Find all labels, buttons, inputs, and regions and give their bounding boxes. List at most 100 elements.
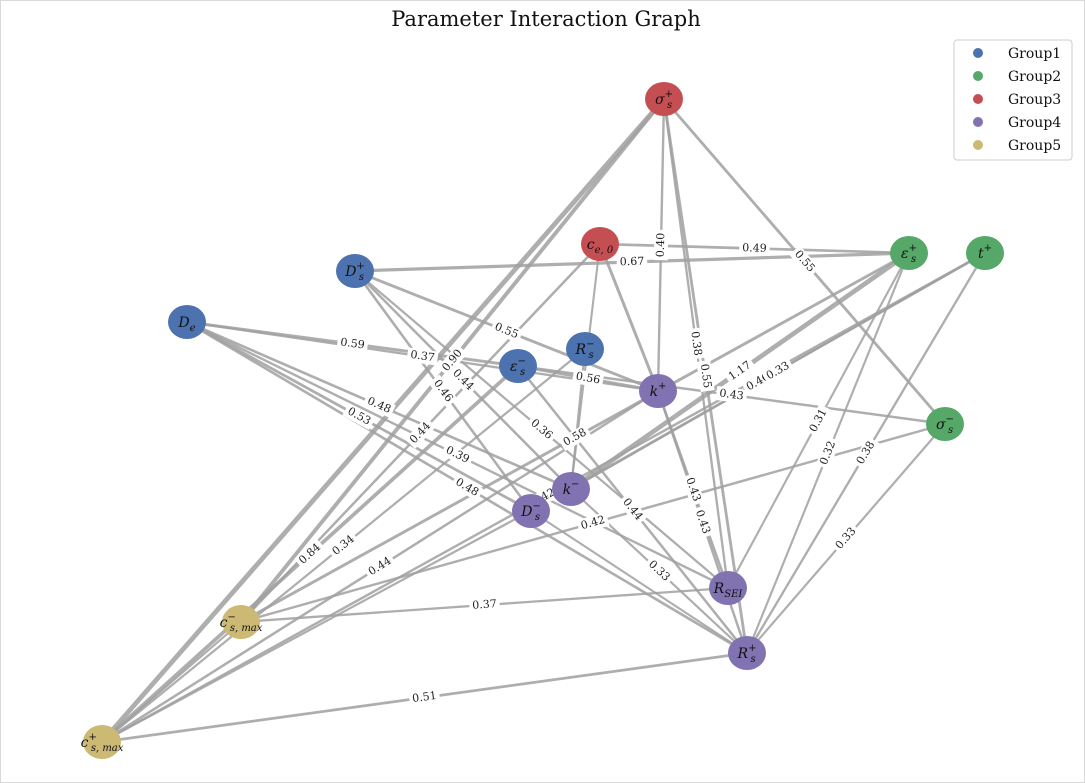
edge-label-background <box>450 473 484 502</box>
legend-label: Group4 <box>1008 115 1061 131</box>
node-circle <box>639 374 677 408</box>
node-symbol: ε <box>510 359 518 375</box>
node-circle <box>512 494 550 528</box>
node-Rs_plus: R+ s <box>728 636 766 670</box>
node-symbol: ε <box>901 246 909 262</box>
edge-label-background <box>761 357 795 385</box>
node-circle <box>222 605 260 639</box>
node-label: RSEI <box>713 581 744 600</box>
node-circle <box>709 571 747 605</box>
graph-title: Parameter Interaction Graph <box>391 7 701 31</box>
node-label: D+ s <box>344 261 365 283</box>
node-symbol: k <box>650 384 658 400</box>
node-Rs_minus: R− s <box>566 332 604 366</box>
edge-label-background <box>690 505 715 539</box>
node-symbol: R <box>575 342 587 358</box>
node-c_e0: ce, 0 <box>581 227 619 261</box>
node-superscript: − <box>518 356 526 367</box>
edge-Ds_minus-Rs_plus <box>530 510 748 654</box>
node-superscript: − <box>586 339 594 350</box>
node-symbol: σ <box>655 92 665 108</box>
node-subscript: e <box>190 323 196 334</box>
node-subscript: e, 0 <box>595 245 614 256</box>
edge-label-background <box>653 229 669 261</box>
node-sigma_s_plus: σ+ s <box>645 82 683 116</box>
node-symbol: D <box>177 315 189 331</box>
edge-label-background <box>363 552 397 581</box>
node-De: De <box>168 305 206 339</box>
node-circle <box>966 236 1004 270</box>
edges-layer <box>100 97 987 744</box>
node-circle <box>336 254 374 288</box>
node-label: De <box>177 315 195 334</box>
node-subscript: SEI <box>724 589 743 600</box>
legend-marker <box>973 71 983 81</box>
edge-label-background <box>437 344 468 377</box>
node-superscript: + <box>88 732 96 743</box>
node-superscript: + <box>356 261 364 272</box>
node-superscript: − <box>532 501 540 512</box>
node-symbol: R <box>713 581 725 597</box>
node-symbol: c <box>220 615 228 631</box>
edge-label-background <box>336 335 369 353</box>
edge-label-background <box>643 555 675 587</box>
edge-cs_max_minus-cs_max_plus <box>101 621 242 743</box>
node-label: R− s <box>575 339 595 361</box>
node-subscript: s <box>667 100 672 111</box>
node-subscript: s, max <box>230 623 263 634</box>
edge-label-background <box>739 241 770 256</box>
legend-label: Group5 <box>1008 138 1061 154</box>
node-circle <box>581 227 619 261</box>
node-circle <box>728 636 766 670</box>
node-symbol: R <box>737 646 749 662</box>
node-label: ce, 0 <box>587 237 614 256</box>
node-circle <box>499 349 537 383</box>
node-label: t+ <box>978 243 992 262</box>
legend-marker <box>973 94 983 104</box>
edge-label-background <box>571 368 605 389</box>
node-label: D− s <box>520 501 541 523</box>
node-subscript: s <box>948 425 953 436</box>
node-subscript: s <box>588 350 593 361</box>
edge-label-background <box>715 386 748 404</box>
edge-label-background <box>468 596 501 614</box>
node-superscript: − <box>946 414 954 425</box>
edge-label-background <box>428 374 458 408</box>
node-superscript: + <box>658 381 666 392</box>
edge-label: 0.49 <box>742 241 767 255</box>
node-subscript: s <box>520 367 525 378</box>
node-symbol: t <box>978 246 984 262</box>
node-k_plus: k+ <box>639 374 677 408</box>
node-circle <box>890 236 928 270</box>
node-label: c− s, max <box>220 612 263 634</box>
edge-label: 0.59 <box>340 335 366 351</box>
legend-marker <box>973 140 983 150</box>
node-eps_s_minus: ε− s <box>499 349 537 383</box>
edge-label: 0.56 <box>575 369 601 386</box>
edge-label-background <box>681 472 705 507</box>
node-symbol: D <box>344 264 356 280</box>
node-circle <box>552 472 590 506</box>
node-subscript: s <box>750 654 755 665</box>
node-label: ε− s <box>510 356 526 378</box>
node-superscript: − <box>571 479 579 490</box>
node-superscript: + <box>748 643 756 654</box>
node-R_SEI: RSEI <box>709 571 747 605</box>
legend-marker <box>973 117 983 127</box>
node-superscript: + <box>984 243 992 254</box>
legend-box <box>953 39 1073 161</box>
edge-sigma_s_plus-cs_max_plus <box>100 97 666 744</box>
edge-label-background <box>362 393 396 418</box>
legend-label: Group2 <box>1008 69 1061 85</box>
node-subscript: s, max <box>91 743 124 754</box>
node-cs_max_plus: c+ s, max <box>81 725 124 759</box>
node-superscript: + <box>665 89 673 100</box>
edge-label-background <box>617 493 648 526</box>
edge-label-background <box>342 403 376 430</box>
node-subscript: s <box>535 512 540 523</box>
node-t_plus: t+ <box>966 236 1004 270</box>
node-symbol: k <box>563 482 571 498</box>
